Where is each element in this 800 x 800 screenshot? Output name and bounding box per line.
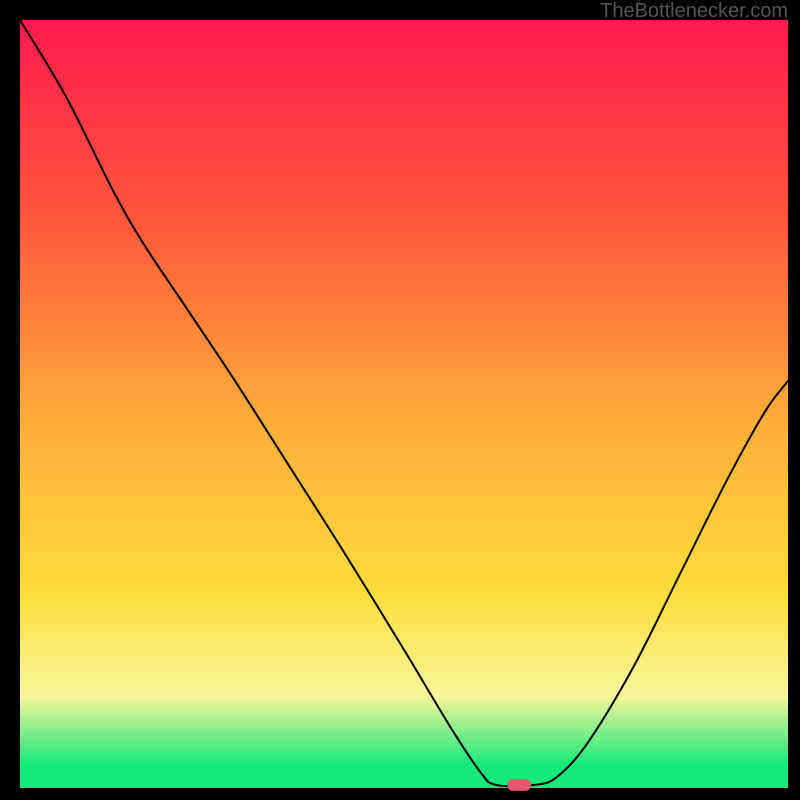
watermark-text: TheBottlenecker.com (600, 0, 788, 23)
chart-container: TheBottlenecker.com (0, 0, 800, 800)
gradient-plot-area (20, 20, 788, 788)
